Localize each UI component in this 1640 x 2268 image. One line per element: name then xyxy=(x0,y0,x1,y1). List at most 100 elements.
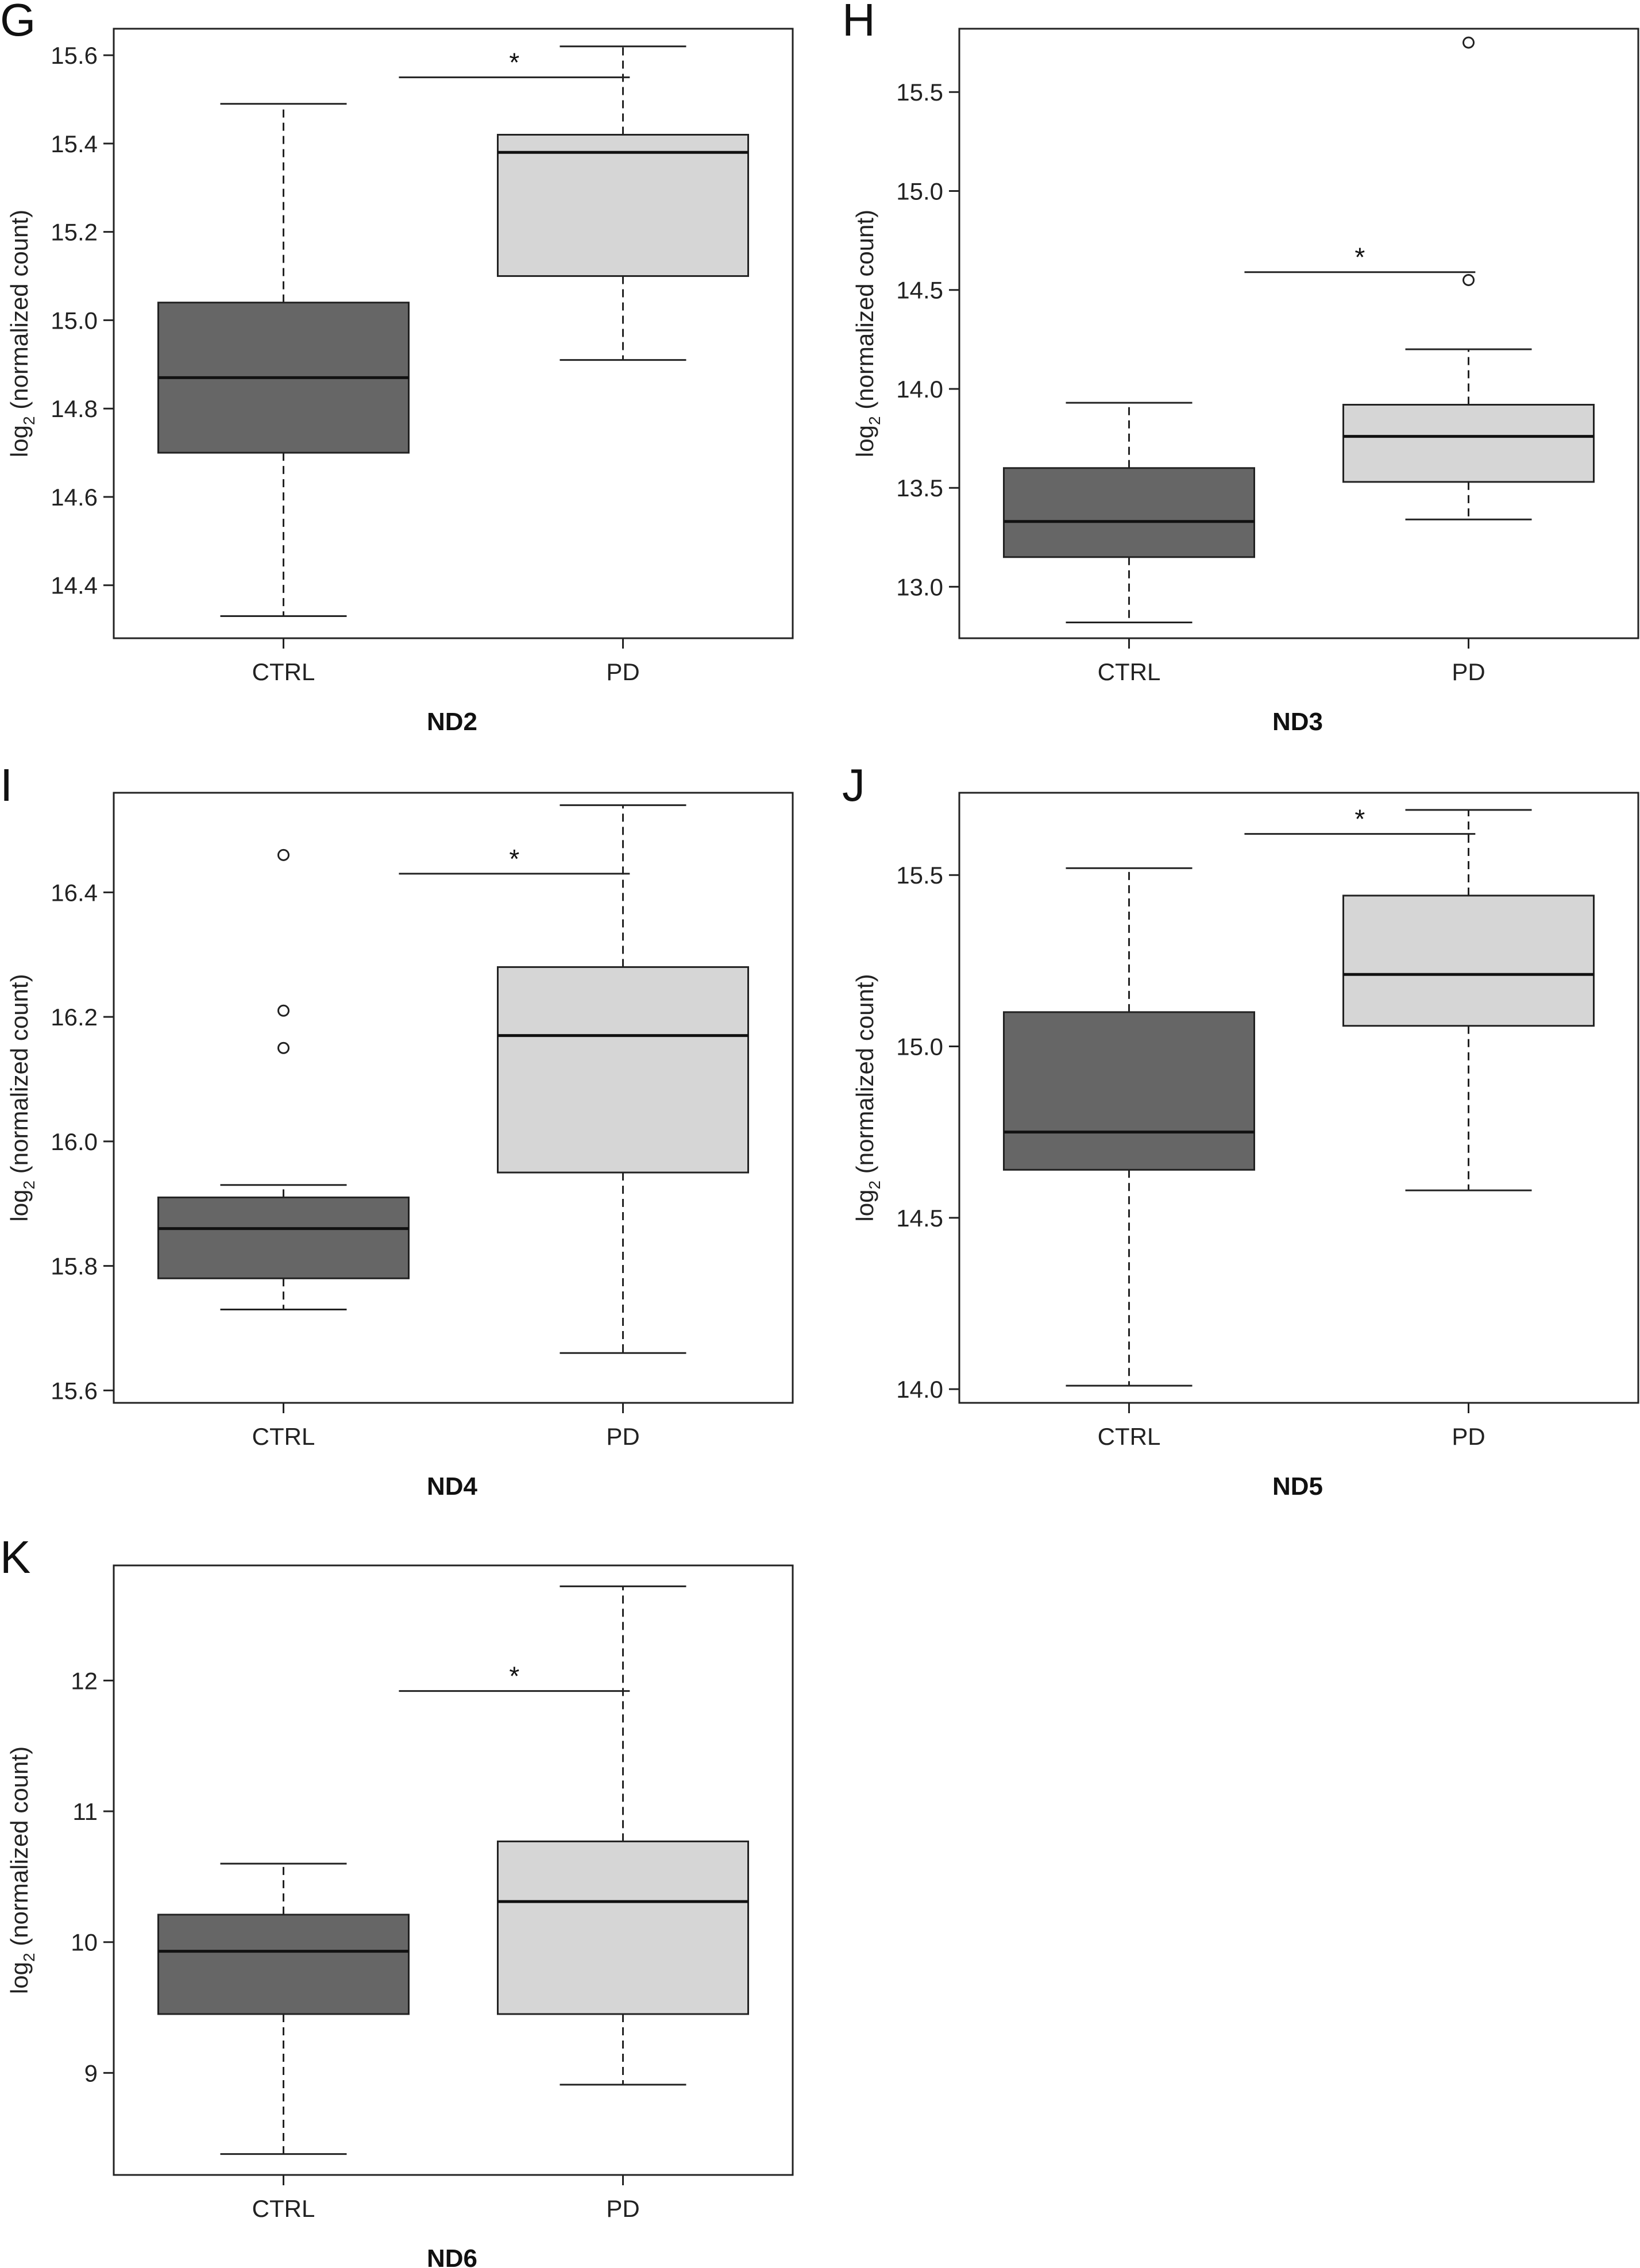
y-tick-label: 16.4 xyxy=(51,879,98,906)
significance-star: * xyxy=(1355,804,1365,834)
significance-star: * xyxy=(509,48,519,78)
y-axis-label-prefix: log xyxy=(851,425,878,457)
plot-frame xyxy=(113,792,794,1404)
outlier-point xyxy=(1463,36,1475,49)
y-tick-label: 14.5 xyxy=(896,277,943,304)
box-body xyxy=(157,1914,410,2015)
y-axis-label-prefix: log xyxy=(6,425,33,457)
box-pd xyxy=(1342,809,1595,1191)
x-axis-title: ND3 xyxy=(1272,708,1323,736)
x-axis-title: ND6 xyxy=(427,2244,477,2268)
y-tick-label: 14.0 xyxy=(896,376,943,403)
y-tick-label: 15.6 xyxy=(51,1377,98,1404)
plot-frame xyxy=(958,28,1639,639)
box-body xyxy=(1003,467,1255,558)
box-pd xyxy=(1342,36,1595,520)
x-axis-title: ND2 xyxy=(427,708,477,736)
significance-star: * xyxy=(1355,242,1365,272)
y-axis-label: log2 (normalized count) xyxy=(6,210,38,457)
box-pd xyxy=(497,45,749,361)
x-tick-label: PD xyxy=(606,2195,639,2222)
chart-panel-j: J 14.0 14.5 15.0 15.5 log2 (normalized count)… xyxy=(842,759,1639,1501)
y-tick-label: 15.5 xyxy=(896,862,943,889)
y-tick-label: 15.2 xyxy=(51,219,98,246)
box-ctrl xyxy=(157,848,410,1310)
chart-panel-g: G 14.4 14.6 14.8 15.0 15.2 15.4 15.6 log2 (norma… xyxy=(0,0,794,736)
y-axis-label-prefix: log xyxy=(6,1190,33,1222)
outlier-point xyxy=(277,1004,290,1017)
y-tick-label: 15.0 xyxy=(51,307,98,334)
y-tick-label: 14.5 xyxy=(896,1205,943,1232)
outlier-point xyxy=(1463,273,1475,286)
x-tick-label: CTRL xyxy=(252,2195,315,2222)
box-body xyxy=(1342,894,1595,1027)
y-tick-label: 16.0 xyxy=(51,1128,98,1155)
plot-frame xyxy=(958,792,1639,1404)
y-axis-label-text: (normalized count) xyxy=(6,974,33,1180)
x-tick-label: CTRL xyxy=(252,658,315,685)
y-axis-label-text: (normalized count) xyxy=(6,210,33,416)
y-tick-label: 15.6 xyxy=(51,42,98,69)
plot-frame xyxy=(113,28,794,639)
y-tick-label: 13.0 xyxy=(896,573,943,600)
box-body xyxy=(497,1840,749,2015)
y-tick-label: 9 xyxy=(84,2059,98,2086)
y-axis-label-prefix: log xyxy=(6,1962,33,1994)
x-tick-label: CTRL xyxy=(1098,1423,1161,1450)
box-pd xyxy=(497,804,749,1354)
x-tick-label: PD xyxy=(1452,1423,1485,1450)
x-tick-label: PD xyxy=(606,658,639,685)
y-tick-label: 15.0 xyxy=(896,178,943,205)
y-axis-label-subscript: 2 xyxy=(866,416,883,425)
y-tick-label: 16.2 xyxy=(51,1004,98,1031)
box-ctrl xyxy=(157,1862,410,2155)
x-tick-label: CTRL xyxy=(1098,658,1161,685)
y-tick-label: 15.0 xyxy=(896,1033,943,1060)
y-tick-label: 14.8 xyxy=(51,395,98,422)
panel-letter: G xyxy=(0,0,36,45)
y-tick-label: 14.0 xyxy=(896,1376,943,1403)
y-tick-label: 13.5 xyxy=(896,475,943,502)
outlier-point xyxy=(277,848,290,861)
box-body xyxy=(1342,404,1595,483)
y-tick-label: 15.4 xyxy=(51,130,98,157)
box-body xyxy=(1003,1011,1255,1171)
y-axis-label: log2 (normalized count) xyxy=(6,1746,38,1994)
x-tick-label: PD xyxy=(1452,658,1485,685)
box-pd xyxy=(497,1585,749,2086)
chart-panel-i: I 15.6 15.8 16.0 16.2 16.4 log2 (normalized co… xyxy=(0,759,794,1501)
y-axis-label-text: (normalized count) xyxy=(851,974,878,1180)
box-body xyxy=(157,1196,410,1279)
y-tick-label: 15.8 xyxy=(51,1253,98,1280)
y-axis-label-subscript: 2 xyxy=(866,1181,883,1190)
panel-letter: H xyxy=(842,0,875,45)
y-axis-label: log2 (normalized count) xyxy=(6,974,38,1221)
y-axis-label: log2 (normalized count) xyxy=(851,974,883,1221)
y-axis-label-text: (normalized count) xyxy=(6,1746,33,1953)
significance-star: * xyxy=(509,844,519,874)
x-tick-label: CTRL xyxy=(252,1423,315,1450)
y-axis-label-prefix: log xyxy=(851,1190,878,1222)
chart-panel-h: H 13.0 13.5 14.0 14.5 15.0 15.5 log2 (normalize… xyxy=(842,0,1639,736)
panel-letter: I xyxy=(0,759,13,811)
y-tick-label: 12 xyxy=(71,1667,98,1694)
y-axis-label-subscript: 2 xyxy=(20,1181,38,1190)
plot-frame xyxy=(113,1564,794,2176)
x-axis-title: ND5 xyxy=(1272,1472,1323,1501)
box-body xyxy=(497,966,749,1174)
panel-letter: K xyxy=(0,1532,30,1583)
outlier-point xyxy=(277,1042,290,1054)
x-tick-label: PD xyxy=(606,1423,639,1450)
y-tick-label: 14.6 xyxy=(51,484,98,511)
box-ctrl xyxy=(1003,402,1255,623)
y-axis-label-subscript: 2 xyxy=(20,416,38,425)
y-axis-label-subscript: 2 xyxy=(20,1953,38,1962)
y-axis-label: log2 (normalized count) xyxy=(851,210,883,457)
box-ctrl xyxy=(157,103,410,618)
y-axis-label-text: (normalized count) xyxy=(851,210,878,416)
box-ctrl xyxy=(1003,867,1255,1387)
panel-letter: J xyxy=(842,759,865,811)
x-axis-title: ND4 xyxy=(427,1472,478,1501)
y-tick-label: 11 xyxy=(72,1798,98,1825)
